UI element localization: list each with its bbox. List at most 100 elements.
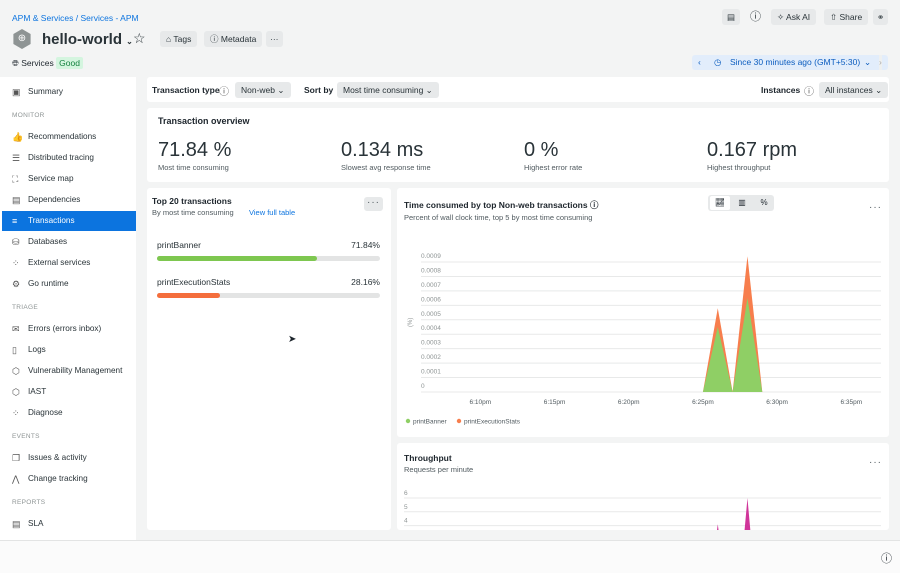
y-tick-label: 0.0006: [421, 296, 441, 303]
more-button[interactable]: ···: [266, 31, 283, 47]
sidebar-item-icon: ⛶: [12, 174, 19, 184]
metric-value: 0 %: [524, 139, 559, 161]
sidebar-item-label: Go runtime: [28, 279, 69, 288]
time-range-label: Since 30 minutes ago (GMT+5:30): [730, 57, 861, 67]
link-button[interactable]: ⚭: [873, 9, 889, 25]
tags-button[interactable]: ⌂ Tags: [160, 31, 198, 47]
legend-label[interactable]: printBanner: [413, 419, 447, 426]
breadcrumb[interactable]: APM & Services / Services - APM: [12, 13, 139, 23]
sidebar-item-recommendations[interactable]: 👍 Recommendations: [2, 127, 136, 147]
filter-bar: Transaction type ⓘ Non-web ⌄ Sort by Mos…: [147, 77, 889, 102]
star-icon[interactable]: ☆: [133, 30, 146, 46]
y-tick-label: 0.0002: [421, 354, 441, 361]
sort-by-value: Most time consuming: [343, 85, 424, 95]
sidebar-item-label: External services: [28, 258, 91, 267]
sidebar-item-label: Recommendations: [28, 132, 97, 141]
sidebar-item-iast[interactable]: ⬡ IAST: [2, 382, 136, 402]
y-tick-label: 0.0007: [421, 282, 441, 289]
sidebar-item-icon: ▤: [12, 195, 21, 205]
metadata-label: Metadata: [220, 34, 257, 44]
tags-label: Tags: [173, 34, 192, 44]
sidebar-section-title: MONITOR: [12, 112, 45, 119]
help-icon[interactable]: ⓘ: [589, 200, 599, 210]
sidebar-item-external-services[interactable]: ⁘ External services: [2, 253, 136, 273]
services-label[interactable]: 🌐︎ Services Good: [12, 57, 83, 69]
metric-label: Highest error rate: [524, 163, 583, 172]
sidebar-item-label: Distributed tracing: [28, 153, 94, 162]
legend-marker: [456, 418, 462, 424]
sidebar-item-icon: ⋀: [12, 474, 20, 484]
metric-value: 71.84 %: [158, 139, 232, 161]
y-tick-label: 0.0008: [421, 267, 441, 274]
more-options-button[interactable]: ···: [869, 457, 882, 468]
sidebar-item-diagnose[interactable]: ⁘ Diagnose: [2, 403, 136, 423]
bar-chart-icon[interactable]: ▥: [738, 198, 746, 207]
help-icon[interactable]: ⓘ: [750, 11, 761, 23]
next-time-button[interactable]: ›: [879, 55, 882, 70]
more-options-button[interactable]: ···: [869, 202, 882, 213]
sidebar-item-service-map[interactable]: ⛶ Service map: [2, 169, 136, 189]
sidebar-item-change-tracking[interactable]: ⋀ Change tracking: [2, 469, 136, 489]
time-consumed-chart: 0 0.0001 0.0002 0.0003 0.0004 0.0005 0.0006 0.0…: [405, 253, 881, 426]
instances-value: All instances: [825, 85, 873, 95]
sidebar-item-issues-activity[interactable]: ❐ Issues & activity: [2, 448, 136, 468]
y-axis-label: (%): [408, 318, 414, 327]
summary-icon: ▣: [12, 87, 21, 97]
view-full-table-link[interactable]: View full table: [249, 208, 296, 217]
percent-icon[interactable]: %: [760, 198, 768, 207]
transaction-type-select[interactable]: Non-web ⌄: [235, 82, 291, 98]
time-picker[interactable]: ‹ ◷ Since 30 minutes ago (GMT+5:30) ⌄ ›: [692, 55, 888, 70]
transaction-name: printExecutionStats: [157, 277, 231, 287]
line-chart-icon[interactable]: 📈︎: [710, 196, 730, 210]
sidebar-item-icon: ⬡: [12, 387, 20, 397]
sidebar-item-icon: ✉: [12, 324, 20, 334]
transaction-row[interactable]: printBanner 71.84%: [157, 240, 380, 270]
sidebar-item-databases[interactable]: ⛁ Databases: [2, 232, 136, 252]
sidebar-item-sla[interactable]: ▤ SLA: [2, 514, 136, 534]
sidebar-item-icon: ▤: [12, 519, 21, 529]
prev-time-button[interactable]: ‹: [698, 57, 701, 67]
help-icon[interactable]: ⓘ: [881, 553, 892, 565]
time-consumed-chart-card: Time consumed by top Non-web transaction…: [397, 188, 889, 437]
progress-fill: [157, 293, 220, 298]
legend-label[interactable]: printExecutionStats: [464, 419, 521, 426]
transaction-row[interactable]: printExecutionStats 28.16%: [157, 277, 380, 307]
sidebar-item-go-runtime[interactable]: ⚙ Go runtime: [2, 274, 136, 294]
instances-select[interactable]: All instances ⌄: [819, 82, 889, 98]
clock-icon: ◷: [714, 57, 722, 67]
metadata-button[interactable]: ⓘ Metadata: [204, 31, 263, 47]
sort-by-select[interactable]: Most time consuming ⌄: [337, 82, 439, 98]
metric-label: Highest throughput: [707, 163, 771, 172]
sidebar-item-icon: ▯: [12, 345, 17, 355]
sidebar-item-transactions[interactable]: ≡ Transactions: [2, 211, 136, 231]
chart-subtitle: Percent of wall clock time, top 5 by mos…: [404, 213, 593, 222]
ask-ai-button[interactable]: ✧ Ask AI: [771, 9, 817, 25]
y-tick-label: 6: [404, 490, 408, 497]
y-tick-label: 0: [421, 383, 425, 390]
throughput-chart: 4 5 6: [404, 490, 881, 530]
sidebar-item-icon: 👍: [12, 132, 24, 142]
sidebar-item-dependencies[interactable]: ▤ Dependencies: [2, 190, 136, 210]
sidebar-item-label: Change tracking: [28, 474, 88, 483]
sidebar-item-distributed-tracing[interactable]: ☰ Distributed tracing: [2, 148, 136, 168]
info-icon: ⓘ: [210, 34, 219, 44]
sidebar-item-icon: ⬡: [12, 366, 20, 376]
ask-ai-label: Ask AI: [786, 12, 811, 22]
chart-subtitle: Requests per minute: [404, 465, 474, 474]
chart-type-toggle: 📈︎ ▥ %: [708, 195, 774, 211]
more-options-button[interactable]: ···: [364, 197, 383, 211]
page-title[interactable]: hello-world ⌄: [42, 31, 133, 48]
sidebar-item-logs[interactable]: ▯ Logs: [2, 340, 136, 360]
share-button[interactable]: ⇧ Share: [824, 9, 869, 25]
metric-label: Slowest avg response time: [341, 163, 431, 172]
feedback-button[interactable]: ▤: [722, 9, 741, 25]
sidebar-item-vulnerability-management[interactable]: ⬡ Vulnerability Management: [2, 361, 136, 381]
services-text: Services: [21, 58, 54, 68]
comment-icon: ▤: [727, 12, 736, 22]
sidebar-item-summary[interactable]: ▣ Summary: [2, 82, 136, 102]
sidebar-item-label: IAST: [28, 387, 47, 396]
sidebar-item-icon: ⁘: [12, 408, 20, 418]
sidebar-item-icon: ⛁: [12, 237, 20, 247]
y-tick-label: 0.0003: [421, 340, 441, 347]
sidebar-item-errors-errors-inbox[interactable]: ✉ Errors (errors inbox): [2, 319, 136, 339]
